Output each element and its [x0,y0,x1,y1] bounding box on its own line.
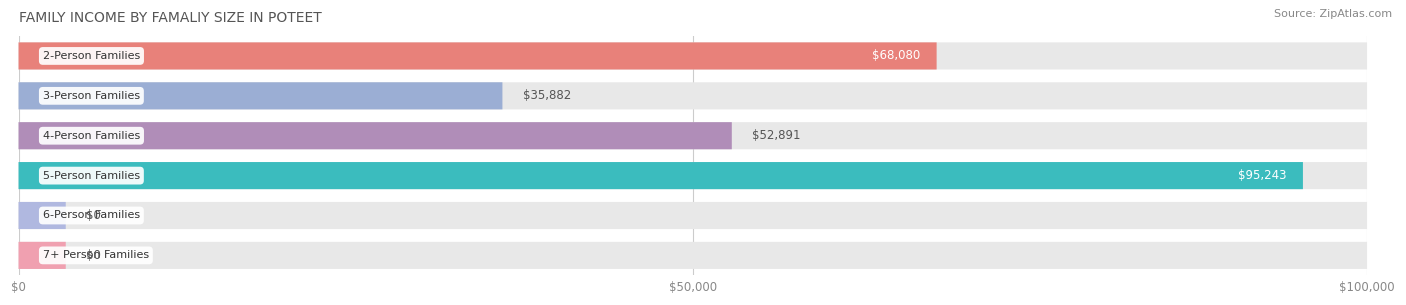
Text: 6-Person Families: 6-Person Families [42,210,141,221]
FancyBboxPatch shape [18,162,1367,189]
FancyBboxPatch shape [18,162,1303,189]
Text: $95,243: $95,243 [1239,169,1286,182]
FancyBboxPatch shape [18,202,1367,229]
Text: Source: ZipAtlas.com: Source: ZipAtlas.com [1274,9,1392,19]
Text: 2-Person Families: 2-Person Families [42,51,141,61]
Text: $0: $0 [86,209,101,222]
FancyBboxPatch shape [18,242,66,269]
FancyBboxPatch shape [18,202,66,229]
Text: $0: $0 [86,249,101,262]
FancyBboxPatch shape [18,82,1367,109]
FancyBboxPatch shape [18,122,731,149]
FancyBboxPatch shape [18,82,502,109]
Text: 3-Person Families: 3-Person Families [42,91,141,101]
Text: 7+ Person Families: 7+ Person Families [42,250,149,260]
Text: 4-Person Families: 4-Person Families [42,131,141,141]
FancyBboxPatch shape [18,242,1367,269]
FancyBboxPatch shape [18,122,1367,149]
FancyBboxPatch shape [18,42,936,70]
FancyBboxPatch shape [18,42,1367,70]
Text: $68,080: $68,080 [872,49,921,63]
Text: 5-Person Families: 5-Person Families [42,170,141,181]
Text: FAMILY INCOME BY FAMALIY SIZE IN POTEET: FAMILY INCOME BY FAMALIY SIZE IN POTEET [18,11,322,25]
Text: $52,891: $52,891 [752,129,800,142]
Text: $35,882: $35,882 [523,89,571,102]
